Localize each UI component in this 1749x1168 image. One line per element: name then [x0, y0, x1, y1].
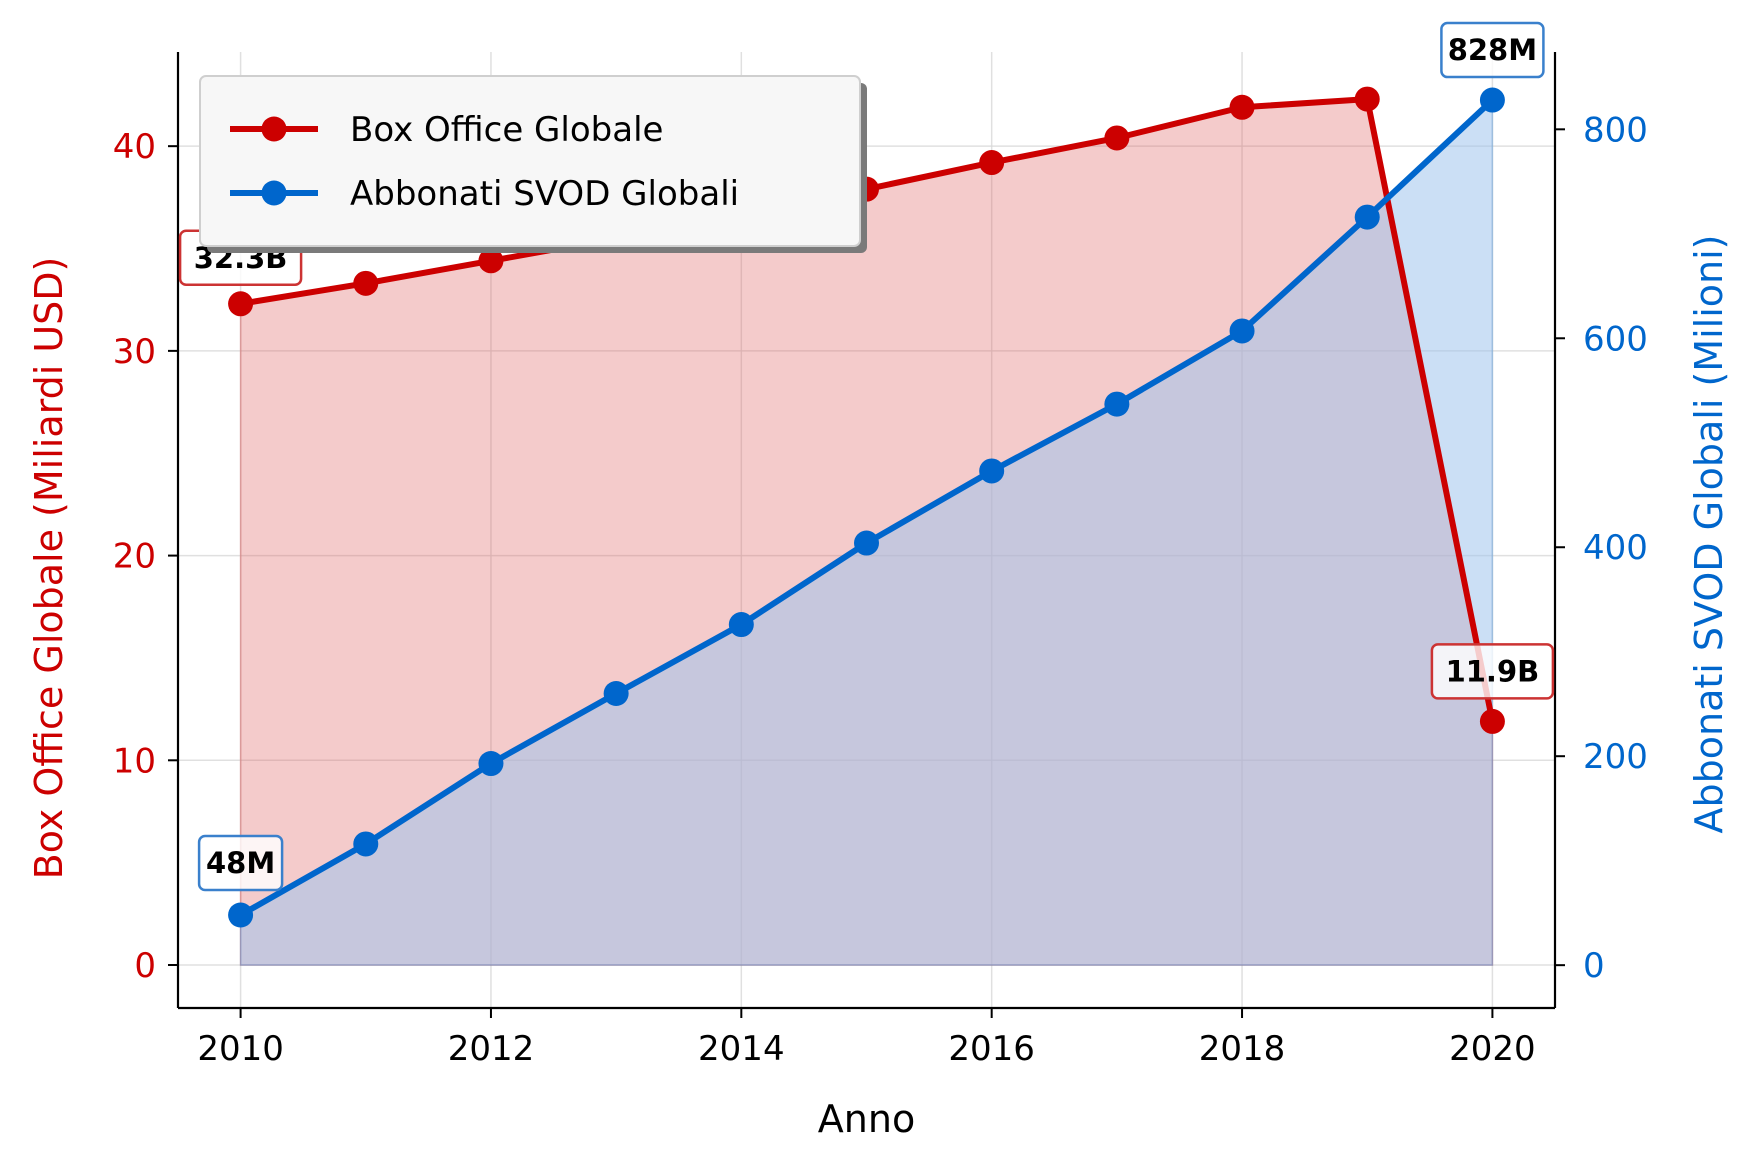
- legend-label: Abbonati SVOD Globali: [350, 174, 739, 214]
- annotation-box: [197, 834, 284, 892]
- data-point-box-office-2012: [478, 248, 504, 274]
- data-point-box-office-2010: [228, 291, 254, 317]
- x-tick-label: 2018: [1199, 1029, 1286, 1069]
- x-tick-label: 2012: [448, 1029, 535, 1069]
- data-point-svod-2017: [1104, 391, 1130, 417]
- annotation-label: 828M: [1440, 21, 1545, 79]
- legend-label: Box Office Globale: [350, 110, 663, 150]
- x-tick-label: 2014: [698, 1029, 785, 1069]
- annotation-box: [1440, 21, 1545, 79]
- data-point-box-office-2016: [979, 150, 1005, 176]
- y-left-tick-label: 30: [113, 332, 156, 372]
- data-point-svod-2011: [353, 831, 379, 857]
- data-point-svod-2016: [979, 458, 1005, 484]
- annotation-text: 48M: [206, 846, 275, 880]
- y-right-tick-label: 200: [1583, 737, 1648, 777]
- annotation-box: [1430, 643, 1555, 700]
- y-axis-left-label: Box Office Globale (Miliardi USD): [27, 257, 71, 880]
- data-point-box-office-2019: [1354, 86, 1380, 112]
- annotation-label: 11.9B: [1430, 643, 1555, 700]
- x-tick-label: 2020: [1449, 1029, 1536, 1069]
- data-point-box-office-2020: [1479, 708, 1505, 734]
- x-axis-label: Anno: [818, 1097, 915, 1141]
- y-left-tick-label: 10: [113, 741, 156, 781]
- axes: 2010 2012 2014 2016 2018 20200102030400200400…: [113, 52, 1648, 1069]
- legend-entry: Abbonati SVOD Globali: [230, 174, 739, 214]
- data-point-svod-2014: [728, 612, 754, 638]
- data-point-box-office-2011: [353, 270, 379, 296]
- data-point-svod-2010: [228, 902, 254, 928]
- data-point-svod-2012: [478, 751, 504, 777]
- data-point-svod-2013: [603, 681, 629, 707]
- y-left-tick-label: 20: [113, 537, 156, 577]
- annotation-text: 828M: [1448, 33, 1537, 67]
- y-right-tick-label: 0: [1583, 946, 1605, 986]
- y-right-tick-label: 400: [1583, 528, 1648, 568]
- x-tick-label: 2016: [948, 1029, 1035, 1069]
- y-left-tick-label: 0: [134, 946, 156, 986]
- y-left-tick-label: 40: [113, 127, 156, 167]
- x-tick-label: 2010: [197, 1029, 284, 1069]
- legend: Box Office Globale Abbonati SVOD Globali: [199, 75, 867, 253]
- legend-box: [199, 75, 861, 247]
- annotation-text: 11.9B: [1446, 654, 1540, 688]
- annotation-label: 48M: [197, 834, 284, 892]
- y-axis-right-label: Abbonati SVOD Globali (Milioni): [1687, 235, 1731, 834]
- legend-marker: [261, 180, 287, 206]
- data-point-svod-2020: [1479, 87, 1505, 113]
- legend-marker: [261, 116, 287, 142]
- data-point-box-office-2018: [1229, 94, 1255, 120]
- legend-entry: Box Office Globale: [230, 110, 663, 150]
- data-point-box-office-2017: [1104, 125, 1130, 151]
- data-point-svod-2015: [854, 530, 879, 556]
- y-right-tick-label: 600: [1583, 319, 1648, 359]
- y-right-tick-label: 800: [1583, 110, 1648, 150]
- data-point-svod-2018: [1229, 318, 1255, 344]
- data-point-svod-2019: [1354, 204, 1380, 230]
